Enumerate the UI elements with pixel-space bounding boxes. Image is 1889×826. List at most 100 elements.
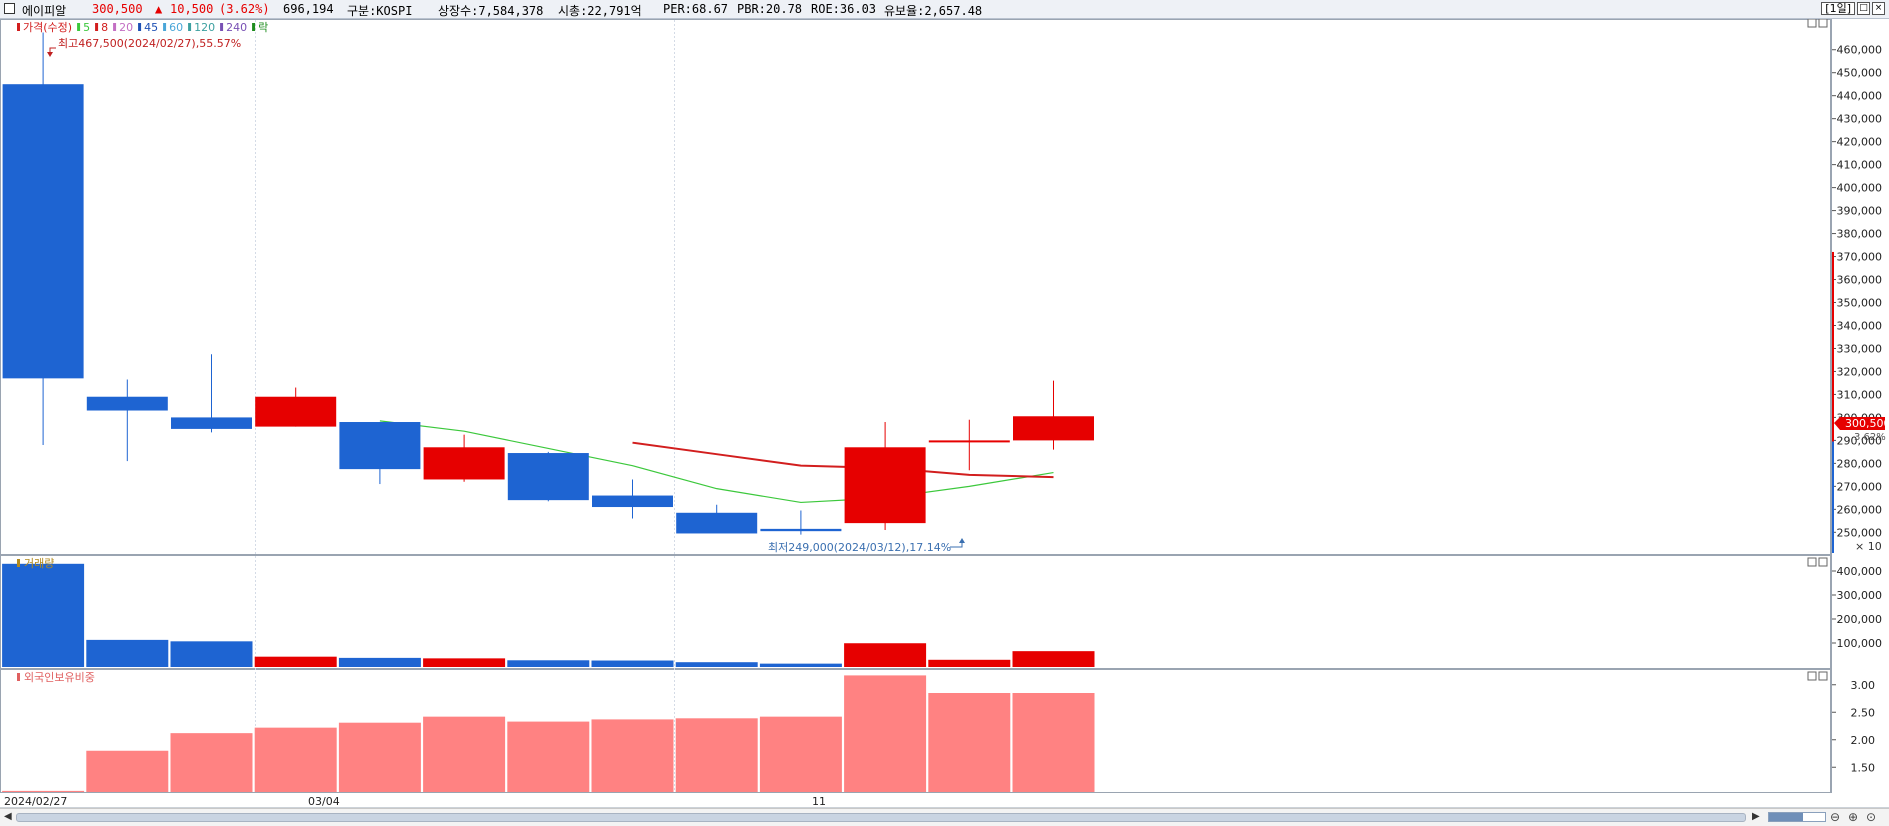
price-legend[interactable]: 가격(수정) 5 8 20 45 60 120 240 락 — [17, 21, 268, 34]
candle-body — [2, 84, 84, 379]
price-tick-label: 420,000 — [1837, 136, 1883, 149]
price-change-pct: (3.62%) — [219, 2, 270, 16]
roe-value: ROE:36.03 — [811, 2, 877, 16]
foreign-panel-title: 외국인보유비중 — [24, 671, 95, 684]
price-tick-label: 330,000 — [1837, 342, 1883, 355]
candle-2024/03/04 — [255, 387, 337, 427]
price-range-marker — [1832, 251, 1834, 442]
price-tick-label: 440,000 — [1837, 90, 1883, 103]
volume-series — [2, 563, 1095, 667]
x-axis-labels: 2024/02/27 03/04 11 — [4, 795, 826, 808]
zoom-reset-icon[interactable]: ⊙ — [1866, 810, 1877, 824]
stock-chart[interactable]: 250,000 260,000 270,000 280,000 290,000 300,0… — [0, 19, 1889, 808]
price-change: 10,500 — [170, 2, 214, 16]
candle-2024/03/14 — [928, 419, 1010, 471]
volume-tick-label: 300,000 — [1837, 589, 1883, 602]
scroll-left-icon[interactable]: ◀ — [4, 811, 12, 822]
candle-body — [339, 422, 421, 470]
candle-2024/02/27 — [2, 32, 84, 445]
price-panel-minimize-icon[interactable] — [1807, 19, 1817, 28]
timeframe-button[interactable]: [1일] — [1821, 2, 1855, 15]
panel-buttons[interactable] — [1807, 19, 1828, 681]
current-price-tag: 300,500 3.62% — [1834, 417, 1889, 443]
scroll-right-icon[interactable]: ▶ — [1752, 811, 1760, 822]
legend-marker-7 — [220, 23, 224, 31]
x-axis-label-2: 11 — [812, 795, 826, 808]
volume-tick-label: 400,000 — [1837, 565, 1883, 578]
legend-item-0[interactable]: 가격(수정) — [23, 21, 72, 34]
current-price-tag-text: 300,500 — [1845, 417, 1889, 430]
legend-item-4[interactable]: 45 — [144, 21, 158, 34]
volume-bar-2024/03/12 — [759, 663, 842, 667]
zoom-out-icon[interactable]: ⊖ — [1830, 810, 1841, 824]
candle-2024/02/28 — [86, 379, 168, 462]
price-tick-label: 250,000 — [1837, 526, 1883, 539]
maximize-icon[interactable]: □ — [1857, 2, 1870, 15]
price-tick-label: 370,000 — [1837, 251, 1883, 264]
legend-item-8[interactable]: 락 — [258, 21, 268, 34]
price-tick-label: 310,000 — [1837, 388, 1883, 401]
scroll-track[interactable] — [16, 813, 1746, 822]
listed-shares: 상장수:7,584,378 — [438, 4, 544, 18]
stock-name[interactable]: 에이피알 — [22, 4, 67, 18]
legend-item-5[interactable]: 60 — [169, 21, 183, 34]
volume-bar-2024/03/15 — [1012, 651, 1095, 667]
legend-item-3[interactable]: 20 — [119, 21, 133, 34]
x-axis-label-0: 2024/02/27 — [4, 795, 67, 808]
volume-bar-2024/03/07 — [507, 660, 590, 667]
select-checkbox[interactable] — [4, 3, 15, 14]
volume-legend-marker — [17, 559, 20, 567]
legend-marker-3 — [113, 23, 117, 31]
pbr-value: PBR:20.78 — [737, 2, 803, 16]
price-tick-label: 450,000 — [1837, 67, 1883, 80]
zoom-in-icon[interactable]: ⊕ — [1848, 810, 1859, 824]
stock-header-bar: 에이피알 300,500 ▲ 10,500 (3.62%) 696,194 구분… — [0, 0, 1889, 19]
candle-body — [507, 453, 589, 501]
price-tick-label: 270,000 — [1837, 480, 1883, 493]
candlestick-series — [2, 32, 1094, 535]
price-panel-close-icon[interactable] — [1818, 19, 1828, 28]
legend-marker-4 — [138, 23, 142, 31]
foreign-bar-2024/03/11 — [675, 718, 758, 792]
legend-marker-2 — [95, 23, 99, 31]
market-label: 구분:KOSPI — [347, 4, 413, 18]
volume-panel-close-icon[interactable] — [1818, 557, 1828, 567]
volume-bar-2024/02/28 — [86, 639, 169, 667]
foreign-legend-marker — [17, 673, 20, 681]
volume-bar-2024/03/14 — [928, 659, 1011, 667]
zoom-slider[interactable] — [1768, 812, 1826, 822]
legend-marker-0 — [17, 23, 20, 31]
foreign-panel-minimize-icon[interactable] — [1807, 671, 1817, 681]
volume-panel-minimize-icon[interactable] — [1807, 557, 1817, 567]
price-tick-label: 340,000 — [1837, 319, 1883, 332]
foreign-bar-2024/02/29 — [170, 733, 253, 792]
candle-2024/03/08 — [592, 479, 673, 519]
foreign-tick-label: 2.00 — [1851, 734, 1876, 747]
foreign-bar-2024/03/07 — [507, 721, 590, 792]
price-tick-label: 260,000 — [1837, 503, 1883, 516]
volume-bar-2024/03/13 — [844, 643, 927, 667]
foreign-bar-2024/03/05 — [338, 722, 421, 792]
candle-body — [255, 396, 337, 427]
low-note: 최저249,000(2024/03/12),17.14% — [768, 541, 951, 554]
price-tick-label: 410,000 — [1837, 159, 1883, 172]
volume-bar-2024/03/06 — [423, 658, 506, 667]
close-icon[interactable]: × — [1872, 2, 1885, 15]
y-axis-labels: 250,000 260,000 270,000 280,000 290,000 300,0… — [1832, 44, 1883, 774]
horizontal-scrollbar[interactable]: ◀ ▶ ⊖ ⊕ ⊙ — [0, 808, 1889, 826]
per-value: PER:68.67 — [663, 2, 729, 16]
legend-item-2[interactable]: 8 — [101, 21, 108, 34]
legend-item-6[interactable]: 120 — [194, 21, 215, 34]
candle-body — [844, 447, 926, 524]
candle-2024/03/13 — [844, 422, 926, 531]
volume-tick-label: 100,000 — [1837, 637, 1883, 650]
legend-marker-8 — [252, 23, 256, 31]
price-tick-label: 380,000 — [1837, 228, 1883, 241]
price-tick-label: 460,000 — [1837, 44, 1883, 57]
volume-unit: × 10 — [1855, 540, 1882, 553]
legend-item-1[interactable]: 5 — [83, 21, 90, 34]
foreign-panel-close-icon[interactable] — [1818, 671, 1828, 681]
legend-item-7[interactable]: 240 — [226, 21, 247, 34]
foreign-ratio-series — [2, 675, 1095, 792]
candle-body — [592, 495, 673, 508]
